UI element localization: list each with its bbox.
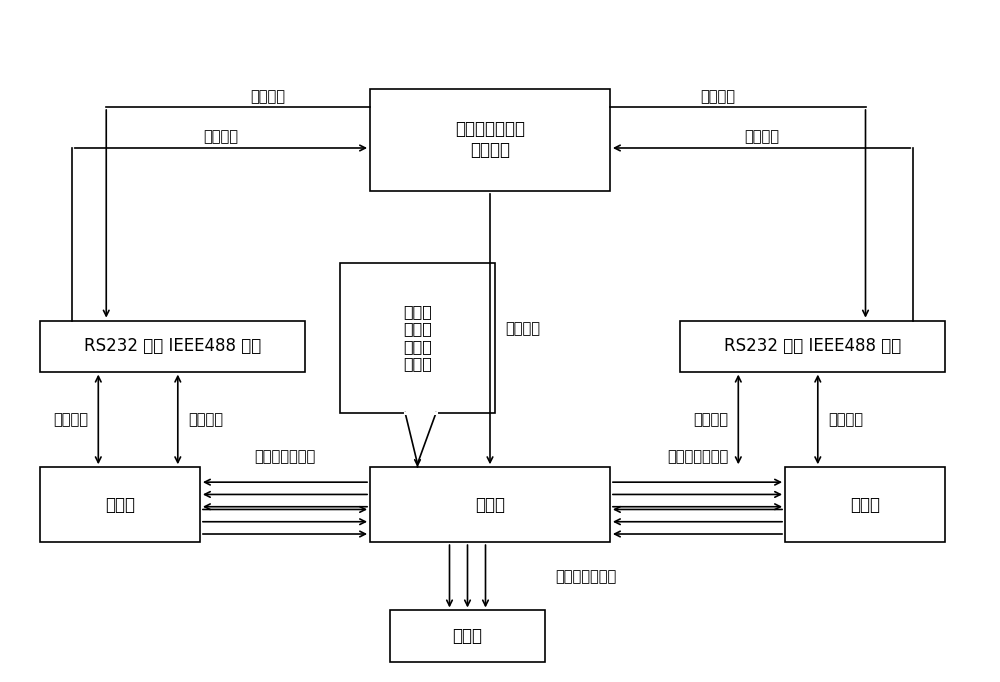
- Text: 采集数据: 采集数据: [828, 412, 863, 427]
- Bar: [370, 89, 610, 191]
- Text: 输出源
与标准
表构成
三相交: 输出源 与标准 表构成 三相交: [403, 304, 432, 371]
- Bar: [40, 321, 305, 372]
- Text: 输出电压、电流: 输出电压、电流: [667, 449, 728, 464]
- Text: 输出源: 输出源: [475, 496, 505, 514]
- Text: 标准表: 标准表: [452, 627, 482, 645]
- Polygon shape: [405, 413, 436, 464]
- Text: 标准表: 标准表: [850, 496, 880, 514]
- Bar: [370, 467, 610, 542]
- Text: 采集数据: 采集数据: [188, 412, 223, 427]
- Text: 发送命令: 发送命令: [505, 322, 540, 336]
- Bar: [785, 467, 945, 542]
- Text: 被检示值: 被检示值: [203, 130, 238, 145]
- Text: 数字多用表自动
检定软件: 数字多用表自动 检定软件: [455, 121, 525, 159]
- Bar: [40, 467, 200, 542]
- Text: 控制仪器: 控制仪器: [53, 412, 88, 427]
- Text: 发送命令: 发送命令: [700, 89, 735, 104]
- Text: 发送命令: 发送命令: [251, 89, 286, 104]
- Bar: [340, 263, 495, 413]
- Text: 输出电流、电压: 输出电流、电压: [555, 569, 616, 584]
- Text: RS232 或者 IEEE488 接口: RS232 或者 IEEE488 接口: [84, 337, 261, 355]
- Text: RS232 或者 IEEE488 接口: RS232 或者 IEEE488 接口: [724, 337, 901, 355]
- Bar: [680, 321, 945, 372]
- Text: 控制仪器: 控制仪器: [693, 412, 728, 427]
- Bar: [390, 610, 545, 662]
- Text: 输出电压、电流: 输出电压、电流: [254, 449, 316, 464]
- Text: 标准示值: 标准示值: [744, 130, 779, 145]
- Text: 被检表: 被检表: [105, 496, 135, 514]
